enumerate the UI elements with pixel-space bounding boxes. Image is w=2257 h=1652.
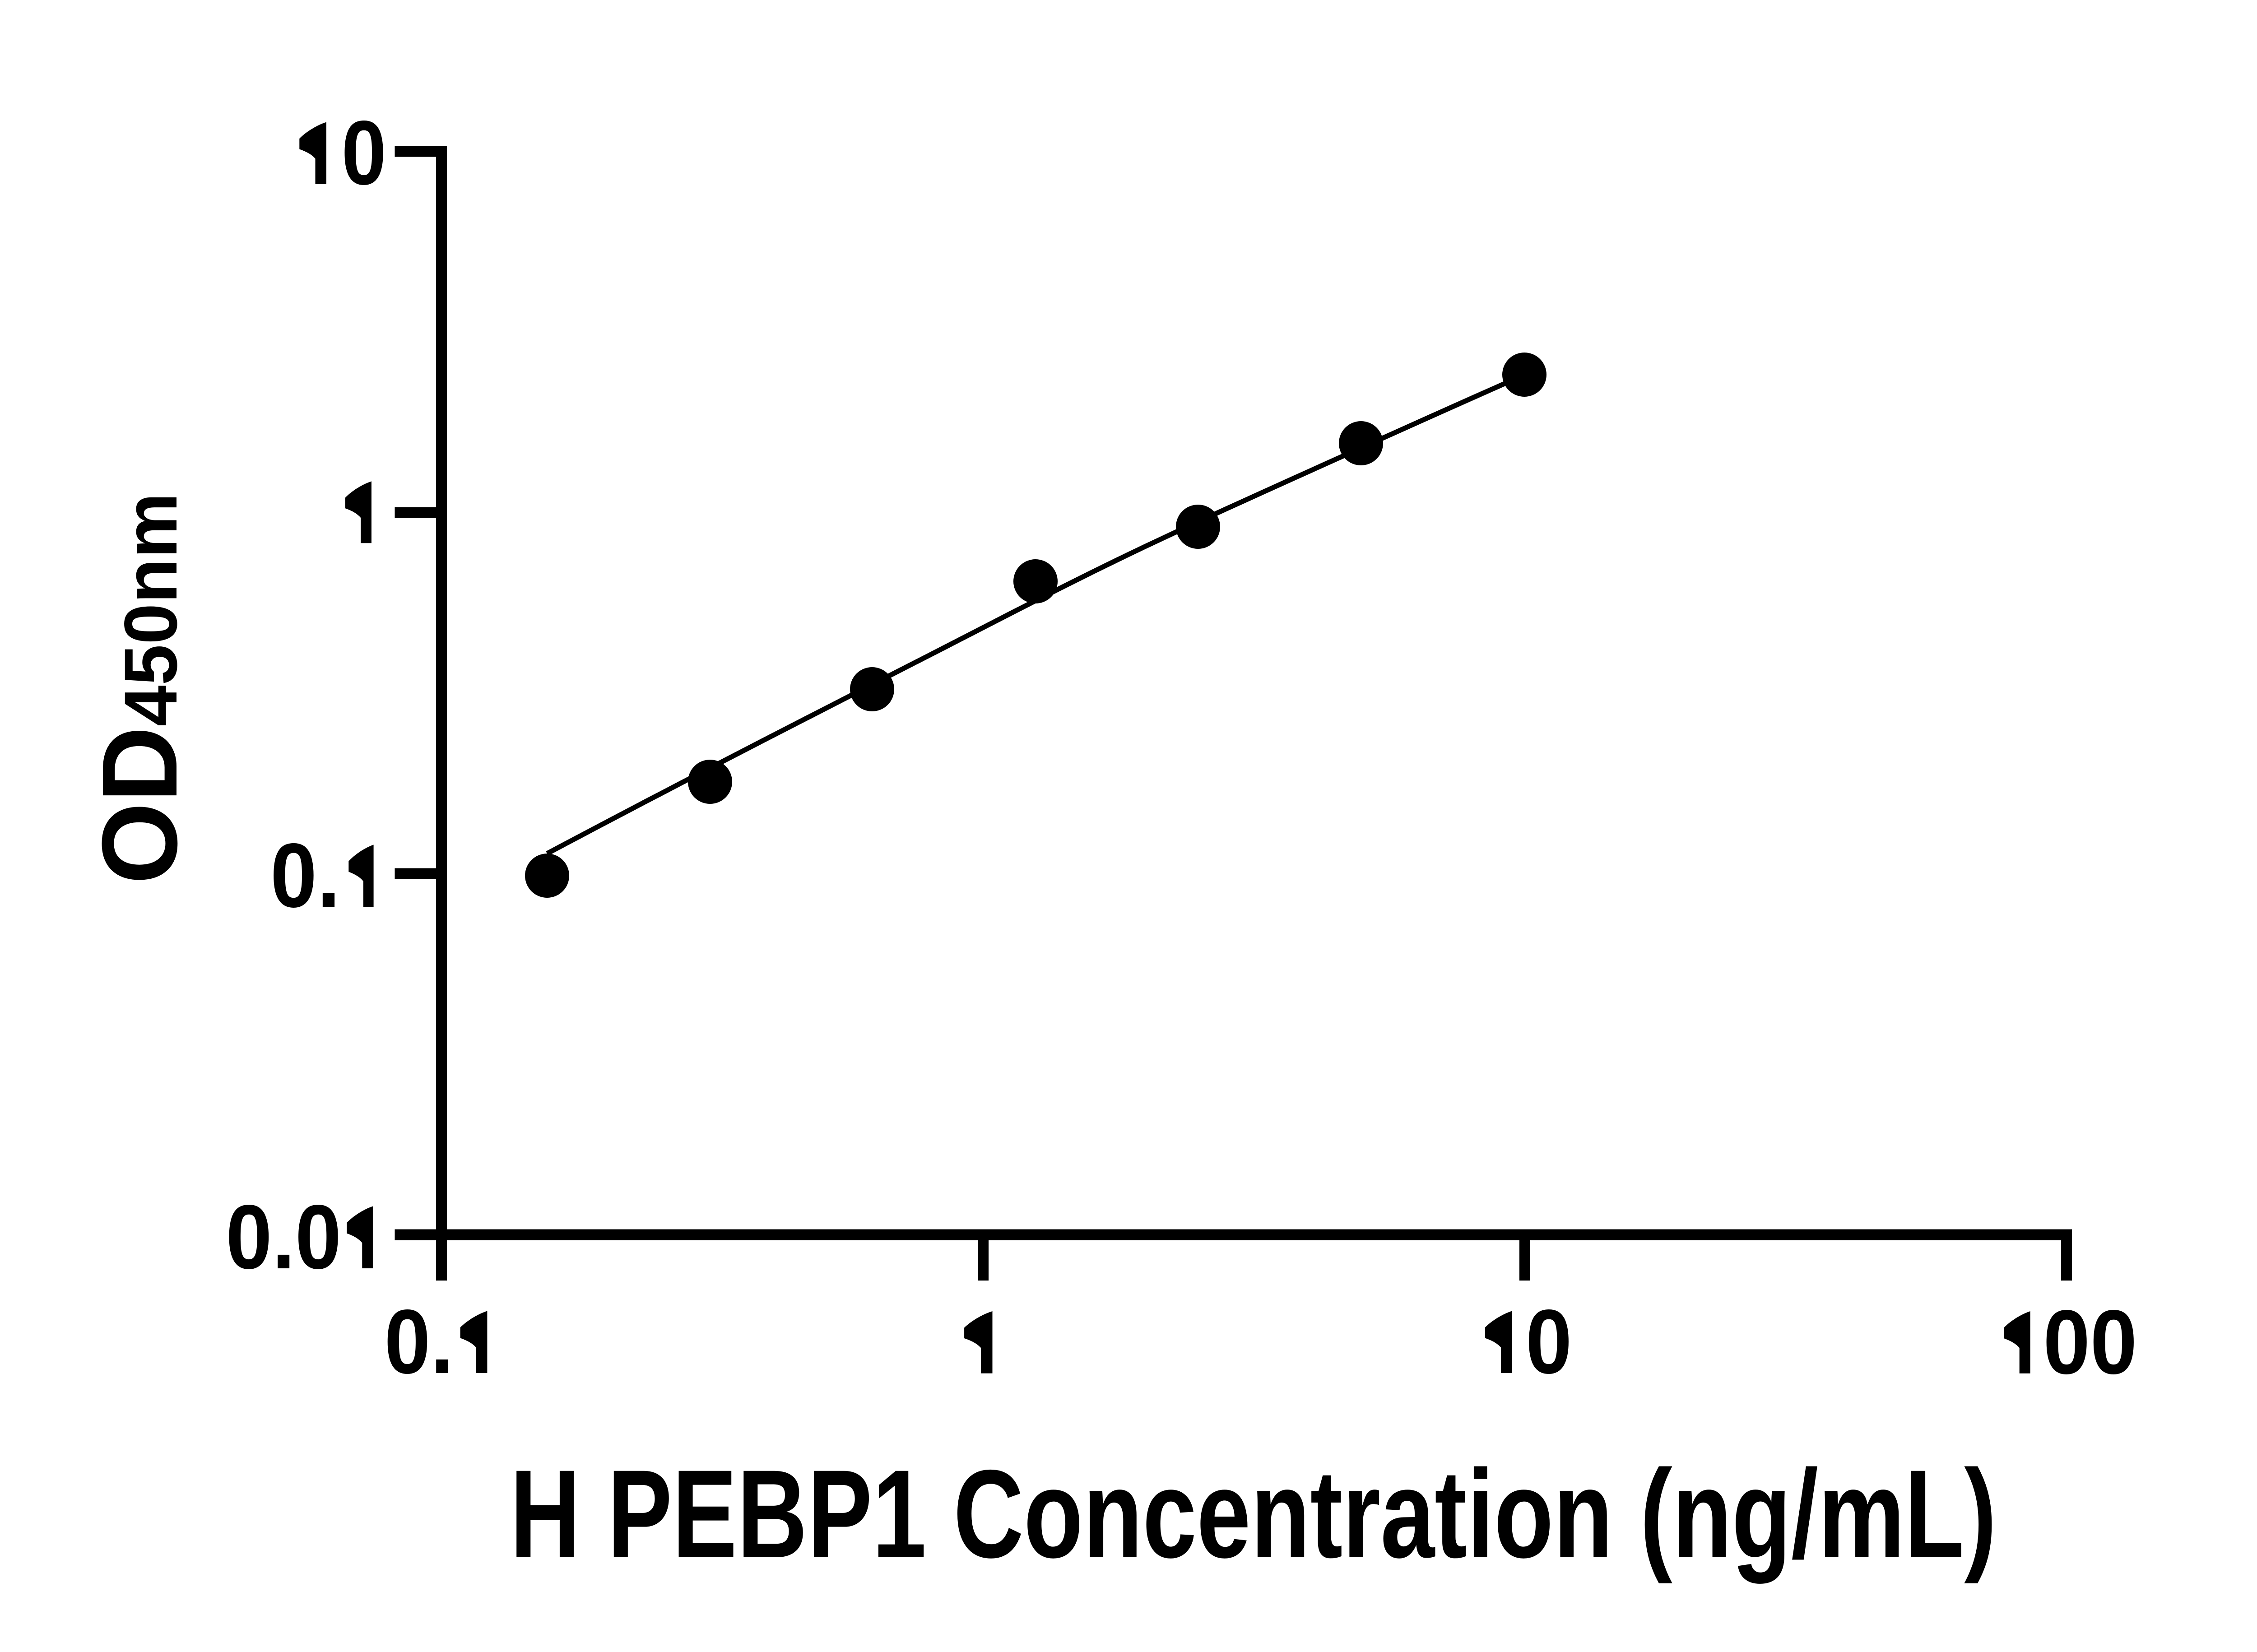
svg-text:0.: 0. [270, 825, 340, 927]
svg-text:00: 00 [2043, 1292, 2137, 1393]
svg-text:0.: 0. [384, 1290, 453, 1392]
svg-text:H PEBP1 Concentration (ng/mL): H PEBP1 Concentration (ng/mL) [510, 1444, 1997, 1584]
svg-text:0.0: 0.0 [226, 1186, 341, 1288]
svg-text:0: 0 [1526, 1291, 1572, 1393]
svg-text:0: 0 [341, 102, 386, 204]
